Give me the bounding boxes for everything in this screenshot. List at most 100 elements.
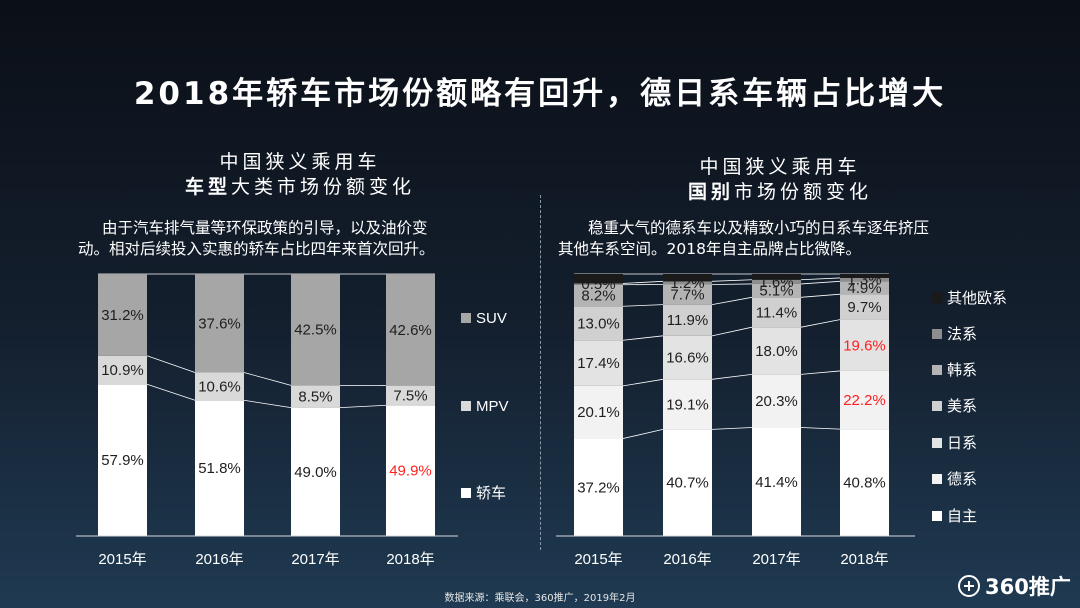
bar-轿车-2018年	[386, 405, 435, 536]
left-subtitle-line1: 中国狭义乘用车	[219, 151, 381, 173]
bar-法系-2018年	[840, 277, 889, 282]
data-label: 57.9%	[101, 452, 144, 469]
series-connector	[622, 335, 664, 341]
bar-美系-2015年	[574, 306, 623, 341]
bar-美系-2016年	[663, 304, 712, 336]
bar-MPV-2018年	[386, 385, 435, 406]
bar-韩系-2017年	[752, 283, 801, 298]
bar-德系-2018年	[840, 370, 889, 430]
series-connector	[711, 373, 753, 380]
data-label: 11.9%	[667, 312, 708, 329]
data-label: 13.0%	[577, 315, 620, 332]
data-label: 37.6%	[198, 315, 241, 332]
bar-法系-2015年	[574, 283, 623, 285]
left-subtitle-bold: 车型	[184, 176, 231, 198]
bar-其他欧系-2018年	[840, 274, 889, 278]
left-desc-line2: 动。相对后续投入实惠的轿车占比四年来首次回升。	[78, 240, 435, 258]
series-connector	[711, 296, 753, 306]
series-connector	[800, 370, 841, 375]
series-connector	[243, 399, 292, 409]
series-connector	[622, 378, 664, 387]
left-description: 由于汽车排气量等环保政策的引导，以及油价变 动。相对后续投入实惠的轿车占比四年来…	[78, 218, 435, 260]
bar-轿车-2015年	[98, 384, 147, 536]
series-connector	[800, 427, 841, 430]
series-connector	[800, 319, 841, 328]
data-label: 20.3%	[755, 393, 798, 410]
right-description: 稳重大气的德系车以及精致小巧的日系车逐年挤压 其他车系空间。2018年自主品牌占…	[558, 218, 929, 260]
bar-SUV-2017年	[291, 274, 340, 386]
bar-自主-2015年	[574, 438, 623, 536]
x-tick-label: 2018年	[840, 551, 888, 568]
data-label: 42.6%	[389, 322, 432, 339]
data-source-note: 数据来源：乘联会，360推广，2019年2月	[444, 593, 636, 604]
right-desc-line2: 其他车系空间。2018年自主品牌占比微降。	[558, 240, 861, 258]
bar-SUV-2015年	[98, 274, 147, 356]
x-tick-label: 2015年	[98, 551, 146, 568]
legend-swatch	[932, 329, 942, 339]
series-connector	[711, 283, 753, 285]
bar-美系-2018年	[840, 294, 889, 320]
bar-日系-2017年	[752, 327, 801, 375]
legend-swatch	[932, 401, 942, 411]
bar-自主-2017年	[752, 427, 801, 536]
bar-德系-2017年	[752, 374, 801, 428]
legend-label: SUV	[476, 310, 507, 327]
legend-label: 轿车	[476, 485, 506, 502]
data-label: 8.2%	[581, 287, 615, 304]
series-connector	[146, 355, 196, 373]
data-label: 22.2%	[843, 392, 886, 409]
bar-韩系-2016年	[663, 284, 712, 305]
data-label: 49.0%	[294, 464, 337, 481]
x-tick-label: 2016年	[195, 551, 243, 568]
brand-logo: 360推广	[958, 571, 1071, 601]
legend-label: 法系	[947, 326, 977, 343]
data-label: 19.6%	[843, 337, 886, 354]
series-connector	[800, 280, 841, 285]
bar-MPV-2017年	[291, 385, 340, 408]
left-desc-line1: 由于汽车排气量等环保政策的引导，以及油价变	[102, 219, 428, 237]
legend-label: 日系	[947, 435, 977, 452]
bar-法系-2016年	[663, 281, 712, 285]
data-label: 8.5%	[298, 388, 332, 405]
data-label: 9.7%	[847, 299, 881, 316]
right-subtitle-bold: 国别	[687, 181, 734, 203]
right-chart-subtitle: 中国狭义乘用车 国别市场份额变化	[580, 155, 980, 205]
bar-自主-2016年	[663, 429, 712, 536]
bar-德系-2015年	[574, 385, 623, 439]
legend-swatch	[461, 313, 471, 323]
data-label: 31.2%	[101, 307, 144, 324]
bar-轿车-2016年	[195, 400, 244, 536]
data-label: 49.9%	[389, 463, 432, 480]
data-label: 7.7%	[670, 287, 704, 304]
right-subtitle-line2: 国别市场份额变化	[580, 180, 980, 205]
legend-swatch	[932, 511, 942, 521]
data-label: 40.8%	[843, 475, 886, 492]
data-label: 10.6%	[198, 378, 241, 395]
data-label: 51.8%	[198, 460, 241, 477]
bar-日系-2015年	[574, 340, 623, 386]
bar-韩系-2015年	[574, 284, 623, 307]
data-label: 42.5%	[294, 322, 337, 339]
x-tick-label: 2016年	[663, 551, 711, 568]
series-connector	[711, 427, 753, 430]
data-label: 10.9%	[101, 362, 144, 379]
bar-其他欧系-2016年	[663, 274, 712, 282]
legend-swatch	[461, 401, 471, 411]
data-label: 20.1%	[577, 404, 620, 421]
legend-label: 其他欧系	[947, 290, 1007, 307]
brand-logo-text: 360推广	[985, 575, 1071, 599]
data-label: 19.1%	[666, 396, 709, 413]
data-label: 11.4%	[756, 304, 797, 321]
right-subtitle-line1: 中国狭义乘用车	[699, 156, 861, 178]
left-chart-subtitle: 中国狭义乘用车 车型大类市场份额变化	[100, 150, 500, 200]
right-subtitle-rest: 市场份额变化	[734, 181, 873, 203]
plot-area: 57.9% 10.9% 31.2% 51.8% 10.6% 37.6% 49.0% 8.5% 4…	[76, 273, 509, 568]
legend-swatch	[932, 365, 942, 375]
legend-label: 美系	[947, 398, 977, 415]
plus-circle-icon	[958, 575, 980, 597]
series-connector	[622, 304, 664, 307]
x-tick-label: 2017年	[291, 551, 339, 568]
legend-label: MPV	[476, 398, 509, 415]
